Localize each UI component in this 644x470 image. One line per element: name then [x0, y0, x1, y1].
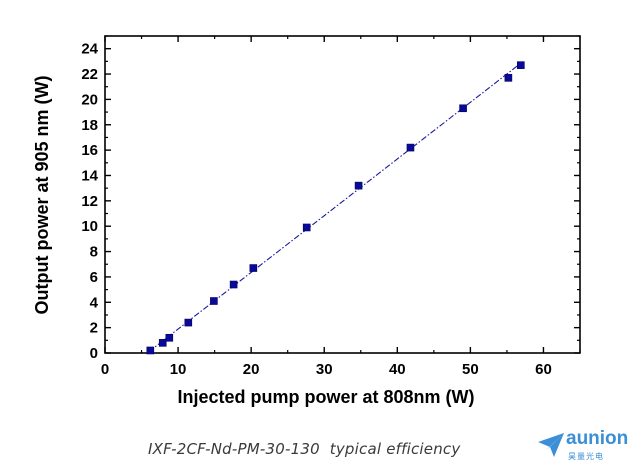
data-point — [210, 297, 218, 305]
y-tick-label: 4 — [90, 294, 99, 311]
x-tick-label: 60 — [535, 361, 552, 378]
paper-plane-icon — [538, 433, 564, 457]
x-tick-label: 20 — [243, 361, 260, 378]
x-tick-label: 30 — [316, 361, 333, 378]
data-point — [302, 223, 311, 232]
plot-border — [104, 35, 581, 354]
y-tick-label: 18 — [81, 117, 98, 134]
y-tick-label: 14 — [81, 167, 98, 184]
data-point — [406, 143, 415, 152]
data-point — [184, 318, 193, 327]
data-point — [504, 74, 513, 82]
data-point — [158, 339, 167, 347]
x-tick-label: 40 — [389, 361, 406, 378]
x-tick-label: 0 — [101, 361, 109, 378]
data-point — [249, 264, 258, 272]
x-axis: 0 10 20 30 40 50 60 — [101, 36, 581, 378]
data-point — [354, 181, 363, 190]
data-point — [517, 61, 525, 69]
x-tick-label: 10 — [170, 361, 187, 378]
y-tick-label: 12 — [81, 193, 98, 210]
y-tick-label: 8 — [90, 244, 98, 261]
figure-caption: IXF-2CF-Nd-PM-30-130 typical efficiency — [148, 440, 461, 458]
x-axis-title: Injected pump power at 808nm (W) — [177, 387, 474, 407]
y-tick-label: 24 — [81, 41, 98, 58]
plot-frame — [104, 35, 581, 354]
y-axis-title: Output power at 905 nm (W) — [32, 75, 52, 314]
aunion-logo: aunion 昊量光电 — [536, 428, 640, 468]
y-tick-label: 20 — [81, 91, 98, 108]
y-tick-label: 16 — [81, 142, 98, 159]
data-point — [229, 280, 238, 289]
y-tick-label: 0 — [90, 345, 98, 362]
data-point — [459, 104, 467, 113]
y-tick-label: 2 — [90, 320, 98, 337]
logo-wordmark: aunion — [566, 428, 629, 449]
logo-subtitle: 昊量光电 — [568, 452, 604, 461]
x-tick-label: 50 — [462, 361, 479, 378]
y-tick-label: 6 — [90, 269, 98, 286]
y-tick-label: 22 — [81, 66, 98, 83]
data-point — [165, 333, 174, 342]
data-points — [146, 61, 525, 355]
data-point — [146, 346, 155, 355]
y-tick-label: 10 — [81, 218, 98, 235]
